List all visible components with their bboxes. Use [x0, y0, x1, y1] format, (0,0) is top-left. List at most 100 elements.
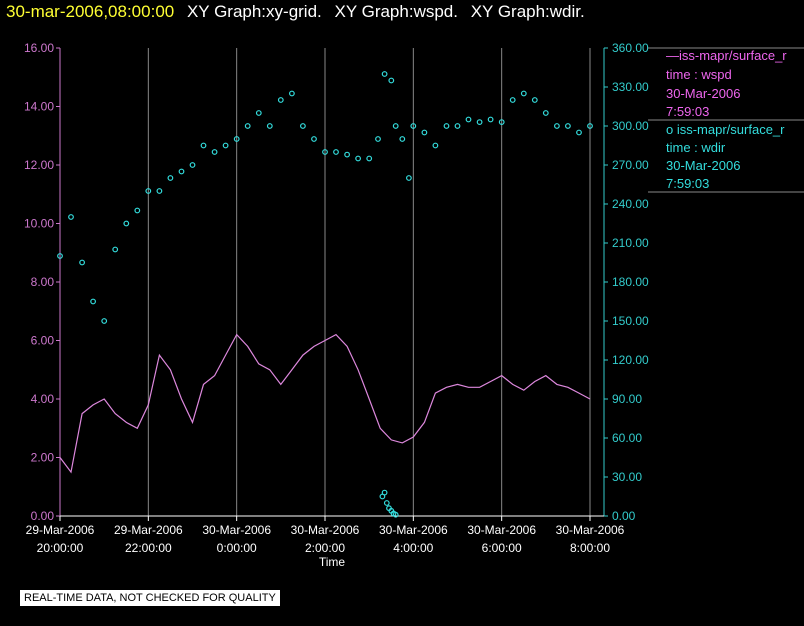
right-y-tick-label: 30.00	[612, 470, 642, 484]
wdir-point	[399, 136, 406, 142]
legend-wspd-line-4: 7:59:03	[666, 104, 709, 119]
left-y-tick-label: 14.00	[24, 100, 54, 114]
legend-wdir-line-4: 7:59:03	[666, 176, 709, 191]
right-y-tick-label: 150.00	[612, 314, 649, 328]
legend-wspd-line-1: —iss-mapr/surface_r	[666, 48, 787, 63]
wdir-series	[57, 71, 593, 518]
wdir-point	[322, 149, 328, 155]
right-y-tick-label: 180.00	[612, 275, 649, 289]
wdir-point	[57, 253, 63, 259]
wdir-point	[375, 136, 381, 142]
wdir-point	[498, 119, 505, 125]
wdir-point	[476, 119, 483, 125]
left-y-tick-label: 8.00	[31, 275, 55, 289]
wdir-point	[211, 149, 218, 155]
right-y-tick-label: 240.00	[612, 197, 649, 211]
wdir-point	[454, 123, 461, 129]
wdir-point	[509, 97, 516, 103]
x-tick-label-date: 30-Mar-2006	[291, 523, 360, 537]
x-tick-label-date: 30-Mar-2006	[556, 523, 625, 537]
legend-wdir-line-1: o iss-mapr/surface_r	[666, 122, 785, 137]
right-y-tick-label: 210.00	[612, 236, 649, 250]
wdir-point	[587, 123, 593, 129]
wdir-point	[123, 220, 130, 227]
wdir-point	[381, 489, 388, 496]
wdir-point	[233, 136, 240, 142]
x-tick-label-time: 22:00:00	[125, 541, 172, 555]
wdir-point	[112, 246, 119, 253]
wdir-point	[576, 129, 582, 136]
title-bar: 30-mar-2006,08:00:00 XY Graph:xy-grid. X…	[6, 2, 593, 22]
wdir-point	[68, 214, 74, 220]
legend-wspd-line-3: 30-Mar-2006	[666, 86, 740, 101]
x-tick-label-time: 0:00:00	[217, 541, 257, 555]
x-tick-label-date: 30-Mar-2006	[202, 523, 271, 537]
title-graph-wdir: XY Graph:wdir.	[470, 2, 585, 21]
x-tick-label-date: 30-Mar-2006	[467, 523, 536, 537]
left-y-tick-label: 6.00	[31, 334, 55, 348]
wdir-point	[311, 136, 317, 142]
x-tick-label-time: 6:00:00	[482, 541, 522, 555]
wdir-point	[277, 97, 284, 103]
wdir-point	[244, 123, 251, 129]
wdir-point	[90, 298, 96, 305]
right-y-tick-label: 0.00	[612, 509, 636, 523]
x-tick-label-date: 29-Mar-2006	[26, 523, 95, 537]
wdir-point	[443, 123, 450, 129]
legend-wdir-line-2: time : wdir	[666, 140, 726, 155]
left-y-tick-label: 4.00	[31, 392, 55, 406]
wspd-series	[59, 333, 591, 474]
left-y-tick-label: 12.00	[24, 158, 54, 172]
legend-wdir-line-3: 30-Mar-2006	[666, 158, 740, 173]
wdir-point	[79, 259, 85, 266]
left-y-tick-label: 0.00	[31, 509, 55, 523]
wdir-point	[289, 90, 295, 97]
wdir-point	[520, 90, 527, 97]
left-y-ticks: 0.00 2.00 4.00 6.00 8.00 10.00 12.00 14.00 16.00	[24, 41, 60, 523]
x-tick-label-time: 20:00:00	[37, 541, 84, 555]
wdir-point	[432, 142, 439, 149]
wspd-line	[59, 333, 591, 474]
wdir-point	[255, 110, 262, 116]
legend-wspd-line-2: time : wspd	[666, 67, 732, 82]
wdir-point	[410, 123, 417, 129]
wdir-point	[300, 123, 306, 129]
wdir-point	[383, 500, 390, 506]
x-tick-label-date: 29-Mar-2006	[114, 523, 183, 537]
wdir-point	[421, 129, 428, 136]
x-tick-label-time: 8:00:00	[570, 541, 610, 555]
wdir-point	[565, 123, 571, 129]
wdir-point	[392, 511, 399, 518]
wdir-point	[381, 71, 388, 77]
wdir-point	[392, 123, 399, 129]
wdir-point	[222, 142, 229, 149]
right-y-ticks: 0.00 30.00 60.00 90.00 120.00 150.00 180.00 210…	[604, 41, 649, 523]
title-graph-xy-grid: XY Graph:xy-grid.	[186, 2, 322, 21]
wdir-point	[333, 149, 339, 155]
quality-warning-note: REAL-TIME DATA, NOT CHECKED FOR QUALITY	[20, 590, 280, 606]
x-tick-label-time: 4:00:00	[393, 541, 433, 555]
wdir-point	[189, 162, 196, 168]
left-y-tick-label: 10.00	[24, 217, 54, 231]
x-axis-label: Time	[319, 555, 346, 569]
left-y-tick-label: 2.00	[31, 451, 55, 465]
wdir-point	[531, 97, 538, 103]
right-y-tick-label: 60.00	[612, 431, 642, 445]
right-y-tick-label: 300.00	[612, 119, 649, 133]
wdir-point	[145, 188, 152, 194]
left-y-tick-label: 16.00	[24, 41, 54, 55]
title-date: 30-mar-2006,08:00:00	[6, 2, 175, 21]
right-y-tick-label: 360.00	[612, 41, 649, 55]
wdir-point	[388, 77, 395, 84]
x-tick-label-date: 30-Mar-2006	[379, 523, 448, 537]
wdir-point	[344, 151, 351, 158]
x-tick-label-time: 2:00:00	[305, 541, 345, 555]
wdir-point	[465, 116, 472, 123]
right-y-tick-label: 90.00	[612, 392, 642, 406]
wdir-point	[554, 123, 560, 129]
grid-lines	[147, 48, 591, 516]
right-y-tick-label: 330.00	[612, 80, 649, 94]
right-y-tick-label: 270.00	[612, 158, 649, 172]
wdir-point	[366, 155, 373, 162]
